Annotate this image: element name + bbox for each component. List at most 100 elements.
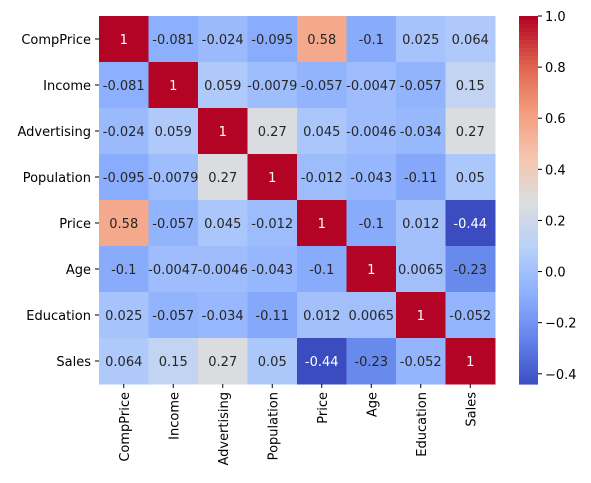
colorbar-tick-label: 1.0 bbox=[545, 10, 566, 25]
heatmap-cell bbox=[396, 62, 446, 109]
cell-annotation: 0.27 bbox=[208, 355, 237, 370]
cell-annotation: -0.44 bbox=[453, 217, 487, 232]
colorbar-segment bbox=[519, 236, 538, 241]
colorbar-segment bbox=[519, 28, 538, 33]
colorbar-segment bbox=[519, 316, 538, 321]
colorbar-segment bbox=[519, 276, 538, 281]
cell-annotation: 0.045 bbox=[303, 125, 340, 140]
colorbar-segment bbox=[519, 60, 538, 65]
cell-annotation: -0.081 bbox=[103, 79, 145, 94]
cell-annotation: 0.58 bbox=[307, 33, 336, 48]
heatmap-cell bbox=[99, 154, 149, 201]
heatmap-cell bbox=[99, 108, 149, 155]
heatmap-cell bbox=[346, 16, 397, 63]
heatmap-cell bbox=[445, 154, 496, 201]
colorbar-segment bbox=[519, 80, 538, 85]
cell-annotation: -0.034 bbox=[202, 309, 244, 324]
colorbar-segment bbox=[519, 348, 538, 353]
colorbar-segment bbox=[519, 56, 538, 61]
heatmap-cell bbox=[346, 246, 397, 293]
y-tick-label: Income bbox=[43, 79, 91, 94]
heatmap-cell bbox=[198, 246, 248, 293]
heatmap-cell bbox=[346, 62, 397, 109]
colorbar-segment bbox=[519, 268, 538, 273]
colorbar-segment bbox=[519, 336, 538, 341]
colorbar-segment bbox=[519, 364, 538, 369]
x-tick-label: Sales bbox=[464, 392, 479, 427]
cell-annotation: 0.059 bbox=[155, 125, 192, 140]
heatmap-cell bbox=[247, 200, 298, 247]
y-tick-label: Price bbox=[59, 217, 91, 232]
heatmap-cell bbox=[99, 62, 149, 109]
cell-annotation: -0.095 bbox=[251, 33, 293, 48]
cell-annotation: -0.11 bbox=[404, 171, 438, 186]
cell-annotation: -0.043 bbox=[350, 171, 392, 186]
colorbar-segment bbox=[519, 224, 538, 229]
cell-annotation: 0.0065 bbox=[398, 263, 444, 278]
colorbar-segment bbox=[519, 188, 538, 193]
y-tick-label: Age bbox=[66, 263, 91, 278]
cell-annotation: 1 bbox=[318, 217, 326, 232]
x-tick-label: Advertising bbox=[217, 392, 232, 466]
colorbar-segment bbox=[519, 44, 538, 49]
cell-annotation: -0.0047 bbox=[148, 263, 198, 278]
heatmap-cell bbox=[346, 154, 397, 201]
colorbar-tick-label: 0.2 bbox=[545, 214, 566, 229]
heatmap-cell bbox=[297, 16, 347, 63]
cell-annotation: 1 bbox=[169, 79, 177, 94]
cell-annotation: -0.1 bbox=[359, 33, 384, 48]
cell-annotation: -0.052 bbox=[449, 309, 491, 324]
colorbar-segment bbox=[519, 352, 538, 357]
colorbar-segment bbox=[519, 260, 538, 265]
colorbar-segment bbox=[519, 288, 538, 293]
y-tick-label: Advertising bbox=[17, 125, 91, 140]
colorbar-segment bbox=[519, 332, 538, 337]
heatmap-cell bbox=[247, 62, 298, 109]
colorbar-segment bbox=[519, 216, 538, 221]
colorbar-segment bbox=[519, 16, 538, 21]
cell-annotation: -0.23 bbox=[354, 355, 388, 370]
cell-annotation: 1 bbox=[219, 125, 227, 140]
colorbar-segment bbox=[519, 304, 538, 309]
colorbar-segment bbox=[519, 52, 538, 57]
colorbar: 1.0 0.8 0.6 0.4 0.2 0.0 −0.2 −0.4 bbox=[519, 10, 577, 385]
heatmap-cell bbox=[445, 62, 496, 109]
colorbar-segment bbox=[519, 380, 538, 385]
heatmap-cell bbox=[297, 154, 347, 201]
colorbar-segment bbox=[519, 324, 538, 329]
colorbar-segment bbox=[519, 296, 538, 301]
colorbar-segment bbox=[519, 32, 538, 37]
colorbar-segment bbox=[519, 356, 538, 361]
heatmap-cell bbox=[445, 246, 496, 293]
cell-annotation: 1 bbox=[367, 263, 375, 278]
colorbar-segment bbox=[519, 112, 538, 117]
colorbar-segment bbox=[519, 240, 538, 245]
cell-annotation: 0.27 bbox=[208, 171, 237, 186]
colorbar-segment bbox=[519, 248, 538, 253]
heatmap-cell bbox=[396, 200, 446, 247]
cell-annotation: 0.15 bbox=[456, 79, 485, 94]
heatmap-cell bbox=[445, 200, 496, 247]
colorbar-segment bbox=[519, 148, 538, 153]
heatmap-cell bbox=[247, 108, 298, 155]
heatmap-cell bbox=[198, 292, 248, 339]
cell-annotation: -0.1 bbox=[359, 217, 384, 232]
colorbar-segment bbox=[519, 108, 538, 113]
cell-annotation: -0.44 bbox=[305, 355, 339, 370]
colorbar-tick-label: −0.4 bbox=[545, 368, 577, 383]
colorbar-segment bbox=[519, 132, 538, 137]
heatmap-cell bbox=[148, 200, 199, 247]
cell-annotation: -0.024 bbox=[202, 33, 244, 48]
colorbar-tick-label: 0.0 bbox=[545, 266, 566, 281]
x-tick-label: Education bbox=[415, 392, 430, 457]
cell-annotation: 0.27 bbox=[258, 125, 287, 140]
colorbar-segment bbox=[519, 292, 538, 297]
colorbar-segment bbox=[519, 280, 538, 285]
colorbar-segment bbox=[519, 72, 538, 77]
cell-annotation: -0.057 bbox=[301, 79, 343, 94]
cell-annotation: -0.057 bbox=[152, 309, 194, 324]
heatmap-cell bbox=[99, 292, 149, 339]
y-tick-label: CompPrice bbox=[21, 33, 91, 48]
cell-annotation: 0.045 bbox=[204, 217, 241, 232]
